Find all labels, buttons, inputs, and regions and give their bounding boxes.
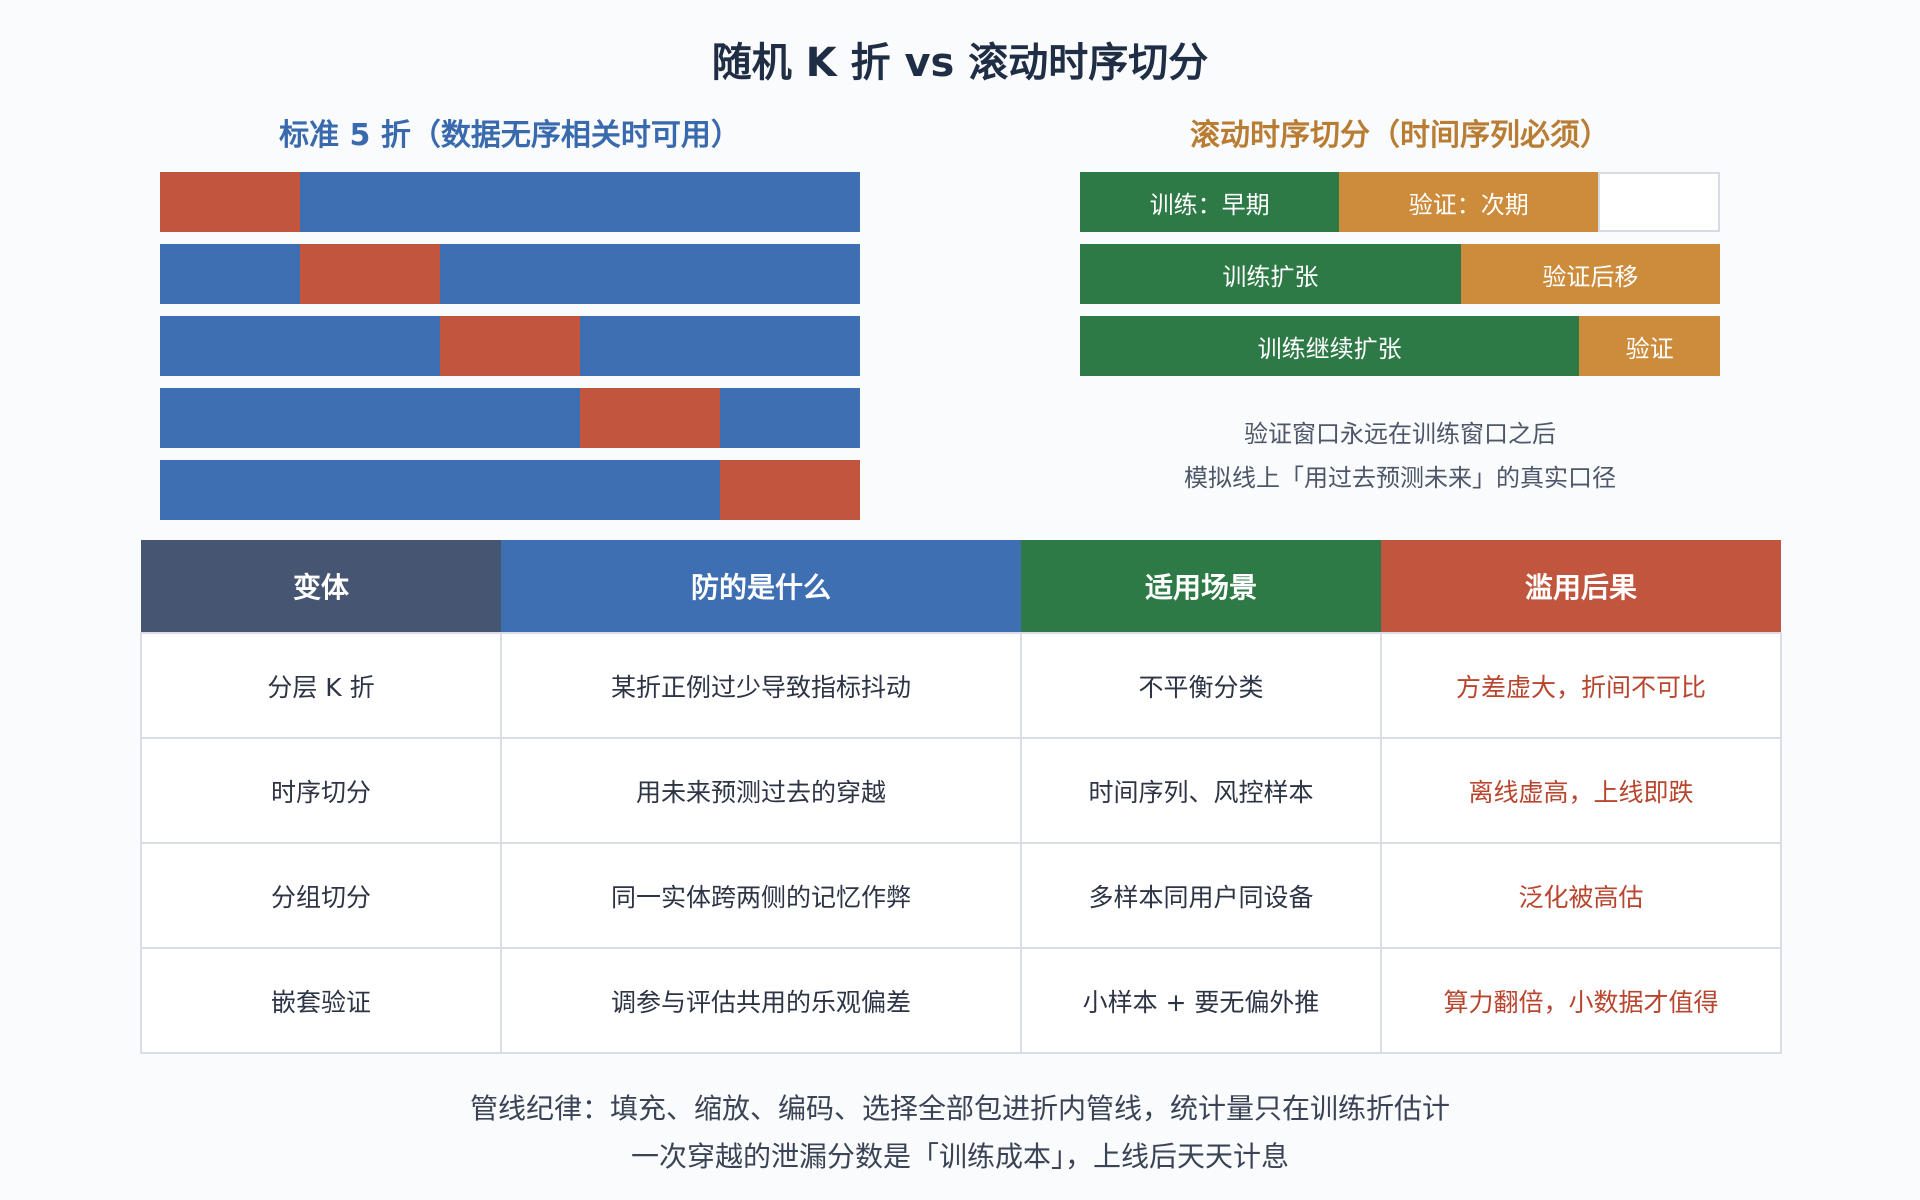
- variants-table: 变体 防的是什么 适用场景 滥用后果 分层 K 折 某折正例过少导致指标抖动 不…: [140, 540, 1782, 1054]
- header-misuse-consequence: 滥用后果: [1381, 540, 1781, 633]
- rolling-row-1: 训练：早期 验证：次期: [1080, 172, 1720, 232]
- rolling-validation-segment: 验证后移: [1460, 244, 1720, 304]
- kfold-row-1: [160, 172, 860, 232]
- cell-use-case: 小样本 + 要无偏外推: [1020, 947, 1382, 1054]
- rolling-note: 验证窗口永远在训练窗口之后 模拟线上「用过去预测未来」的真实口径: [1080, 412, 1720, 500]
- rolling-train-segment: 训练继续扩张: [1080, 316, 1580, 376]
- cell-variant: 嵌套验证: [140, 947, 502, 1054]
- rolling-train-segment: 训练扩张: [1080, 244, 1461, 304]
- cell-guards-against: 同一实体跨两侧的记忆作弊: [500, 842, 1022, 949]
- rolling-validation-segment: 验证：次期: [1339, 172, 1599, 232]
- kfold-row-2: [160, 244, 860, 304]
- cell-misuse-consequence: 离线虚高，上线即跌: [1380, 737, 1782, 844]
- cell-use-case: 时间序列、风控样本: [1020, 737, 1382, 844]
- table-row: 分层 K 折 某折正例过少导致指标抖动 不平衡分类 方差虚大，折间不可比: [140, 632, 1782, 739]
- kfold-subtitle: 标准 5 折（数据无序相关时可用）: [279, 118, 741, 153]
- kfold-row-5: [160, 460, 860, 520]
- kfold-row-4: [160, 388, 860, 448]
- cell-variant: 分组切分: [140, 842, 502, 949]
- cell-misuse-consequence: 方差虚大，折间不可比: [1380, 632, 1782, 739]
- cell-misuse-consequence: 算力翻倍，小数据才值得: [1380, 947, 1782, 1054]
- table-row: 分组切分 同一实体跨两侧的记忆作弊 多样本同用户同设备 泛化被高估: [140, 842, 1782, 949]
- cell-use-case: 多样本同用户同设备: [1020, 842, 1382, 949]
- table-row: 嵌套验证 调参与评估共用的乐观偏差 小样本 + 要无偏外推 算力翻倍，小数据才值…: [140, 947, 1782, 1054]
- cell-guards-against: 用未来预测过去的穿越: [500, 737, 1022, 844]
- header-use-case: 适用场景: [1021, 540, 1381, 633]
- cell-misuse-consequence: 泛化被高估: [1380, 842, 1782, 949]
- kfold-validation-block: [300, 244, 440, 304]
- cell-use-case: 不平衡分类: [1020, 632, 1382, 739]
- table-row: 时序切分 用未来预测过去的穿越 时间序列、风控样本 离线虚高，上线即跌: [140, 737, 1782, 844]
- kfold-row-3: [160, 316, 860, 376]
- cell-variant: 分层 K 折: [140, 632, 502, 739]
- cell-guards-against: 某折正例过少导致指标抖动: [500, 632, 1022, 739]
- rolling-train-segment: 训练：早期: [1080, 172, 1340, 232]
- cell-variant: 时序切分: [140, 737, 502, 844]
- rolling-empty-segment: [1598, 172, 1720, 232]
- footer-line: 一次穿越的泄漏分数是「训练成本」，上线后天天计息: [630, 1140, 1289, 1173]
- rolling-validation-segment: 验证: [1579, 316, 1720, 376]
- kfold-diagram: [160, 172, 860, 532]
- table-header-row: 变体 防的是什么 适用场景 滥用后果: [141, 540, 1781, 633]
- header-variant: 变体: [141, 540, 501, 633]
- page-title: 随机 K 折 vs 滚动时序切分: [711, 40, 1209, 86]
- header-guards-against: 防的是什么: [501, 540, 1021, 633]
- kfold-validation-block: [720, 460, 860, 520]
- rolling-subtitle: 滚动时序切分（时间序列必须）: [1190, 118, 1610, 153]
- footer-note: 管线纪律：填充、缩放、编码、选择全部包进折内管线，统计量只在训练折估计 一次穿越…: [0, 1085, 1920, 1181]
- cell-guards-against: 调参与评估共用的乐观偏差: [500, 947, 1022, 1054]
- kfold-validation-block: [580, 388, 720, 448]
- footer-line: 管线纪律：填充、缩放、编码、选择全部包进折内管线，统计量只在训练折估计: [469, 1092, 1450, 1125]
- rolling-note-line: 模拟线上「用过去预测未来」的真实口径: [1184, 464, 1616, 492]
- rolling-row-3: 训练继续扩张 验证: [1080, 316, 1720, 376]
- kfold-validation-block: [440, 316, 580, 376]
- rolling-note-line: 验证窗口永远在训练窗口之后: [1244, 420, 1556, 448]
- rolling-diagram: 训练：早期 验证：次期 训练扩张 验证后移 训练继续扩张 验证: [1080, 172, 1720, 388]
- rolling-row-2: 训练扩张 验证后移: [1080, 244, 1720, 304]
- kfold-validation-block: [160, 172, 300, 232]
